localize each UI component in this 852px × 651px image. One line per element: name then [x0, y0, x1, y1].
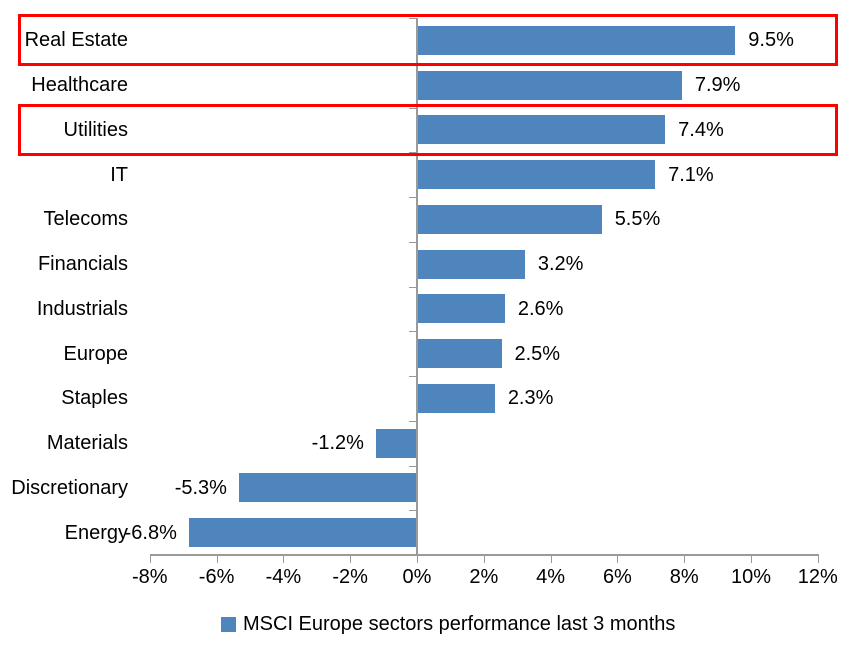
x-axis-tick	[550, 554, 552, 563]
category-label-financials: Financials	[37, 253, 128, 276]
highlight-box-utilities	[18, 103, 838, 156]
y-axis-tick	[409, 107, 416, 109]
bar-real-estate	[418, 25, 736, 55]
x-axis-tick-label--8-: -8%	[132, 566, 168, 588]
x-axis-tick	[417, 554, 418, 563]
y-axis-tick	[409, 420, 416, 422]
y-axis-tick	[409, 465, 416, 467]
category-label-utilities: Utilities	[63, 118, 128, 141]
bar-materials	[375, 428, 416, 458]
y-axis-tick	[409, 376, 416, 377]
legend-label: MSCI Europe sectors performance last 3 m…	[243, 613, 676, 635]
x-axis-tick-label-8-: 8%	[669, 566, 699, 588]
bar-industrials	[418, 294, 505, 324]
x-axis-tick-label--4-: -4%	[265, 566, 302, 588]
y-axis-tick	[409, 286, 416, 288]
y-axis-tick	[409, 18, 416, 19]
x-axis-tick	[350, 554, 352, 563]
highlight-box-real-estate	[18, 14, 838, 67]
x-axis-tick-label--2-: -2%	[332, 566, 368, 588]
category-label-telecoms: Telecoms	[43, 208, 128, 231]
bar-financials	[418, 249, 525, 279]
y-axis-tick	[409, 510, 416, 512]
value-label-healthcare: 7.9%	[694, 74, 741, 97]
bar-utilities	[418, 115, 666, 145]
x-axis-tick-label-4-: 4%	[536, 566, 566, 588]
x-axis-tick-label-2-: 2%	[469, 566, 499, 588]
value-label-utilities: 7.4%	[678, 118, 724, 141]
value-label-europe: 2.5%	[514, 342, 561, 365]
bar-it	[418, 160, 656, 190]
legend-swatch-icon	[221, 616, 236, 632]
bar-europe	[418, 339, 502, 369]
category-label-europe: Europe	[63, 342, 129, 365]
x-axis-tick	[751, 554, 752, 563]
x-axis-tick	[483, 554, 485, 563]
value-label-telecoms: 5.5%	[614, 208, 661, 231]
x-axis-tick	[817, 554, 819, 563]
y-axis-tick	[409, 555, 416, 556]
x-axis-tick-label-6-: 6%	[602, 566, 632, 588]
value-label-energy: -6.8%	[124, 521, 177, 544]
category-label-materials: Materials	[46, 432, 128, 455]
bar-energy	[188, 518, 416, 548]
y-axis-tick	[409, 241, 416, 243]
value-label-staples: 2.3%	[507, 387, 554, 410]
category-label-discretionary: Discretionary	[11, 476, 128, 499]
bar-healthcare	[418, 70, 682, 100]
x-axis-tick	[617, 554, 619, 563]
x-axis-tick-label-12-: 12%	[797, 566, 838, 588]
x-axis-tick	[149, 554, 151, 563]
x-axis-tick-label-10-: 10%	[730, 566, 772, 588]
value-label-materials: -1.2%	[311, 432, 364, 455]
value-label-real-estate: 9.5%	[748, 29, 794, 52]
x-axis-tick	[684, 554, 686, 563]
x-axis-tick-label-0-: 0%	[402, 566, 432, 588]
bar-telecoms	[418, 204, 602, 234]
legend: MSCI Europe sectors performance last 3 m…	[221, 612, 675, 636]
category-label-real-estate: Real Estate	[24, 29, 128, 52]
value-label-financials: 3.2%	[537, 253, 584, 276]
y-axis-tick	[409, 197, 416, 198]
value-label-discretionary: -5.3%	[174, 476, 227, 499]
category-label-energy: Energy	[64, 521, 128, 544]
value-label-industrials: 2.6%	[517, 297, 564, 320]
bar-staples	[418, 383, 495, 413]
x-axis-tick	[283, 554, 285, 563]
category-label-industrials: Industrials	[36, 297, 128, 320]
value-label-it: 7.1%	[668, 163, 714, 186]
x-axis-tick-label--6-: -6%	[198, 566, 235, 588]
category-label-healthcare: Healthcare	[31, 74, 128, 97]
category-label-staples: Staples	[61, 387, 128, 410]
y-axis-tick	[409, 62, 416, 64]
x-axis-tick	[216, 554, 218, 563]
y-axis-tick	[409, 331, 416, 333]
bar-discretionary	[238, 473, 416, 503]
y-axis-tick	[409, 152, 416, 154]
y-axis-line	[416, 18, 418, 556]
category-label-it: IT	[110, 163, 128, 186]
